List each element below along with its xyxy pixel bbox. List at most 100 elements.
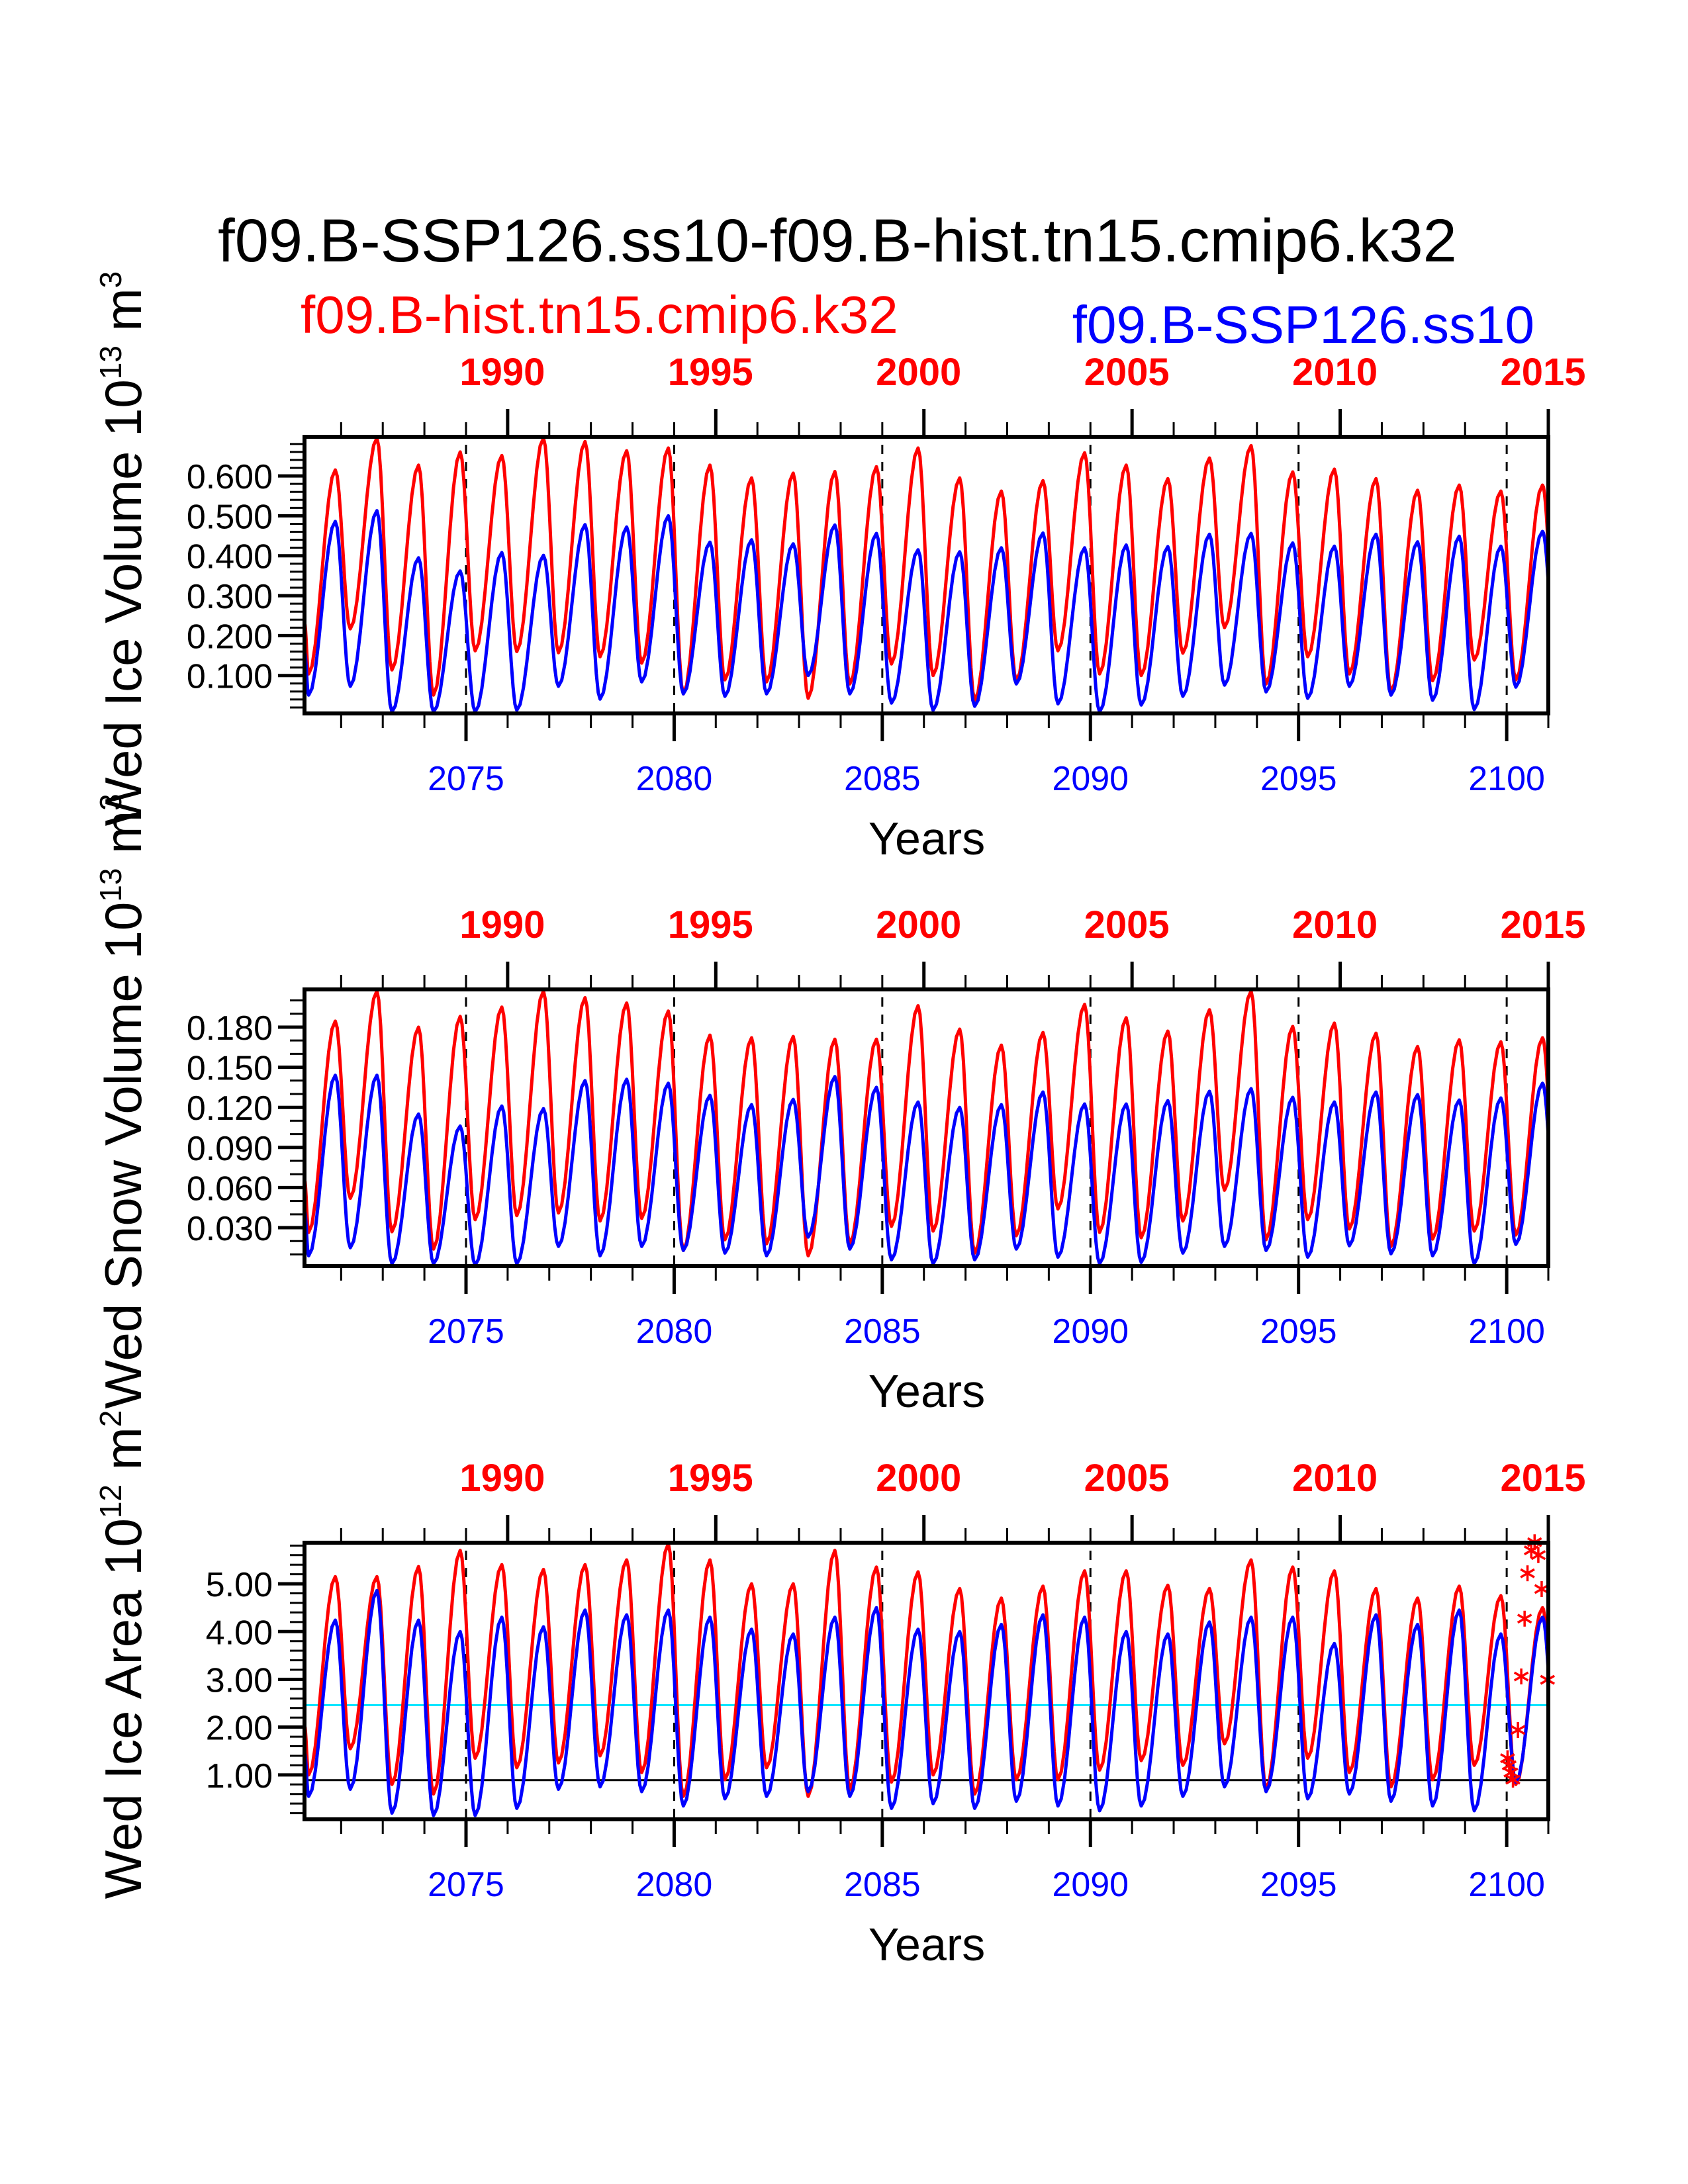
y-axis-label-unit-exponent: 3 xyxy=(93,271,128,289)
x-tick-label-bottom: 2095 xyxy=(1260,1312,1337,1351)
x-tick-label-bottom: 2080 xyxy=(636,760,713,798)
asterisk-marker xyxy=(1505,1772,1521,1788)
x-tick-label-top: 2005 xyxy=(1084,1457,1170,1500)
x-tick-label-top: 2010 xyxy=(1292,1457,1378,1500)
y-tick-label: 0.120 xyxy=(187,1089,273,1128)
y-axis-label-text: Wed Snow Volume 10 xyxy=(94,902,152,1409)
x-tick-label-top: 1995 xyxy=(668,903,753,946)
y-tick-label: 2.00 xyxy=(206,1709,273,1748)
x-tick-label-bottom: 2090 xyxy=(1052,760,1129,798)
x-tick-label-bottom: 2080 xyxy=(636,1866,713,1904)
x-tick-label-top: 1995 xyxy=(668,1457,753,1500)
asterisk-marker xyxy=(1530,1547,1546,1563)
y-tick-label: 0.100 xyxy=(187,658,273,696)
asterisk-stroke xyxy=(1530,1550,1546,1561)
y-tick-label: 0.300 xyxy=(187,578,273,616)
x-tick-label-bottom: 2075 xyxy=(428,760,504,798)
y-axis-label-text: Wed Ice Area 10 xyxy=(94,1518,152,1899)
x-tick-label-bottom: 2085 xyxy=(844,1312,921,1351)
y-tick-label: 0.500 xyxy=(187,498,273,536)
x-tick-label-top: 2010 xyxy=(1292,351,1378,394)
x-tick-label-bottom: 2085 xyxy=(844,1866,921,1904)
x-axis-label: Years xyxy=(868,813,985,864)
y-axis-label-unit-exponent: 3 xyxy=(93,794,128,811)
chart-title: f09.B-SSP126.ss10-f09.B-hist.tn15.cmip6.… xyxy=(218,207,1457,275)
x-tick-label-top: 2010 xyxy=(1292,903,1378,946)
asterisk-marker xyxy=(1510,1721,1526,1738)
asterisk-stroke xyxy=(1505,1774,1521,1785)
y-axis-label-unit-exponent: 2 xyxy=(93,1410,128,1428)
asterisk-stroke xyxy=(1510,1725,1526,1735)
y-tick-label: 0.400 xyxy=(187,538,273,576)
x-tick-label-bottom: 2100 xyxy=(1468,1312,1545,1351)
x-tick-label-bottom: 2090 xyxy=(1052,1866,1129,1904)
x-tick-label-top: 2015 xyxy=(1500,903,1585,946)
plot-frame xyxy=(303,435,1550,715)
asterisk-stroke xyxy=(1501,1760,1517,1770)
x-tick-label-top: 2015 xyxy=(1500,351,1585,394)
y-axis-label: Wed Ice Area 1012 m2 xyxy=(93,1410,152,1899)
y-tick-label: 0.090 xyxy=(187,1130,273,1168)
y-axis-label-unit: m xyxy=(94,811,152,868)
series-line-hist xyxy=(305,1543,1548,1798)
y-tick-label: 4.00 xyxy=(206,1614,273,1652)
y-axis-label: Wed Ice Volume 1013 m3 xyxy=(93,271,152,826)
x-axis-label: Years xyxy=(868,1365,985,1417)
x-tick-label-top: 1990 xyxy=(459,1457,545,1500)
asterisk-stroke xyxy=(1534,1584,1550,1594)
asterisk-marker xyxy=(1520,1565,1535,1582)
x-tick-label-bottom: 2075 xyxy=(428,1866,504,1904)
x-tick-label-bottom: 2100 xyxy=(1468,1866,1545,1904)
series-line-ssp xyxy=(305,509,1548,713)
y-axis-label-exponent: 13 xyxy=(93,868,128,902)
series-line-hist xyxy=(305,989,1548,1257)
y-axis-label-text: Wed Ice Volume 10 xyxy=(94,379,152,826)
legend-hist-label: f09.B-hist.tn15.cmip6.k32 xyxy=(301,285,898,344)
x-tick-label-bottom: 2080 xyxy=(636,1312,713,1351)
x-axis-label: Years xyxy=(868,1919,985,1970)
series-line-hist xyxy=(305,437,1548,702)
y-axis-label-exponent: 12 xyxy=(93,1484,128,1518)
y-axis-label-unit: m xyxy=(94,1427,152,1484)
x-tick-label-top: 1990 xyxy=(459,903,545,946)
asterisk-marker xyxy=(1517,1610,1532,1627)
asterisk-stroke xyxy=(1513,1671,1529,1682)
legend-ssp-label: f09.B-SSP126.ss10 xyxy=(1072,295,1534,354)
x-tick-label-bottom: 2090 xyxy=(1052,1312,1129,1351)
x-tick-label-top: 2005 xyxy=(1084,903,1170,946)
x-tick-label-bottom: 2085 xyxy=(844,760,921,798)
y-axis-label: Wed Snow Volume 1013 m3 xyxy=(93,794,152,1408)
y-tick-label: 0.180 xyxy=(187,1009,273,1048)
plot-frame xyxy=(303,1541,1550,1821)
y-tick-label: 0.060 xyxy=(187,1169,273,1208)
x-tick-label-bottom: 2075 xyxy=(428,1312,504,1351)
asterisk-marker xyxy=(1513,1668,1529,1685)
x-tick-label-top: 2005 xyxy=(1084,351,1170,394)
asterisk-stroke xyxy=(1517,1614,1532,1624)
y-tick-label: 1.00 xyxy=(206,1757,273,1796)
asterisk-stroke xyxy=(1503,1767,1519,1778)
x-tick-label-top: 2015 xyxy=(1500,1457,1585,1500)
y-tick-label: 0.030 xyxy=(187,1210,273,1248)
x-tick-label-top: 2000 xyxy=(876,351,961,394)
asterisk-marker xyxy=(1534,1581,1550,1598)
x-tick-label-top: 1995 xyxy=(668,351,753,394)
y-tick-label: 0.200 xyxy=(187,617,273,656)
y-axis-label-exponent: 13 xyxy=(93,345,128,379)
y-tick-label: 5.00 xyxy=(206,1566,273,1604)
panel-ice-area: 1.00 2.00 3.00 4.00 5.00 2075 2080 2085 2090 2095… xyxy=(93,1410,1586,1970)
y-tick-label: 3.00 xyxy=(206,1661,273,1700)
x-tick-label-top: 1990 xyxy=(459,351,545,394)
y-tick-label: 0.600 xyxy=(187,458,273,496)
plot-frame xyxy=(303,987,1550,1268)
x-tick-label-bottom: 2095 xyxy=(1260,760,1337,798)
x-tick-label-top: 2000 xyxy=(876,903,961,946)
asterisk-stroke xyxy=(1500,1753,1515,1764)
series-line-ssp xyxy=(305,1588,1548,1817)
x-tick-label-top: 2000 xyxy=(876,1457,961,1500)
asterisk-stroke xyxy=(1520,1568,1535,1578)
